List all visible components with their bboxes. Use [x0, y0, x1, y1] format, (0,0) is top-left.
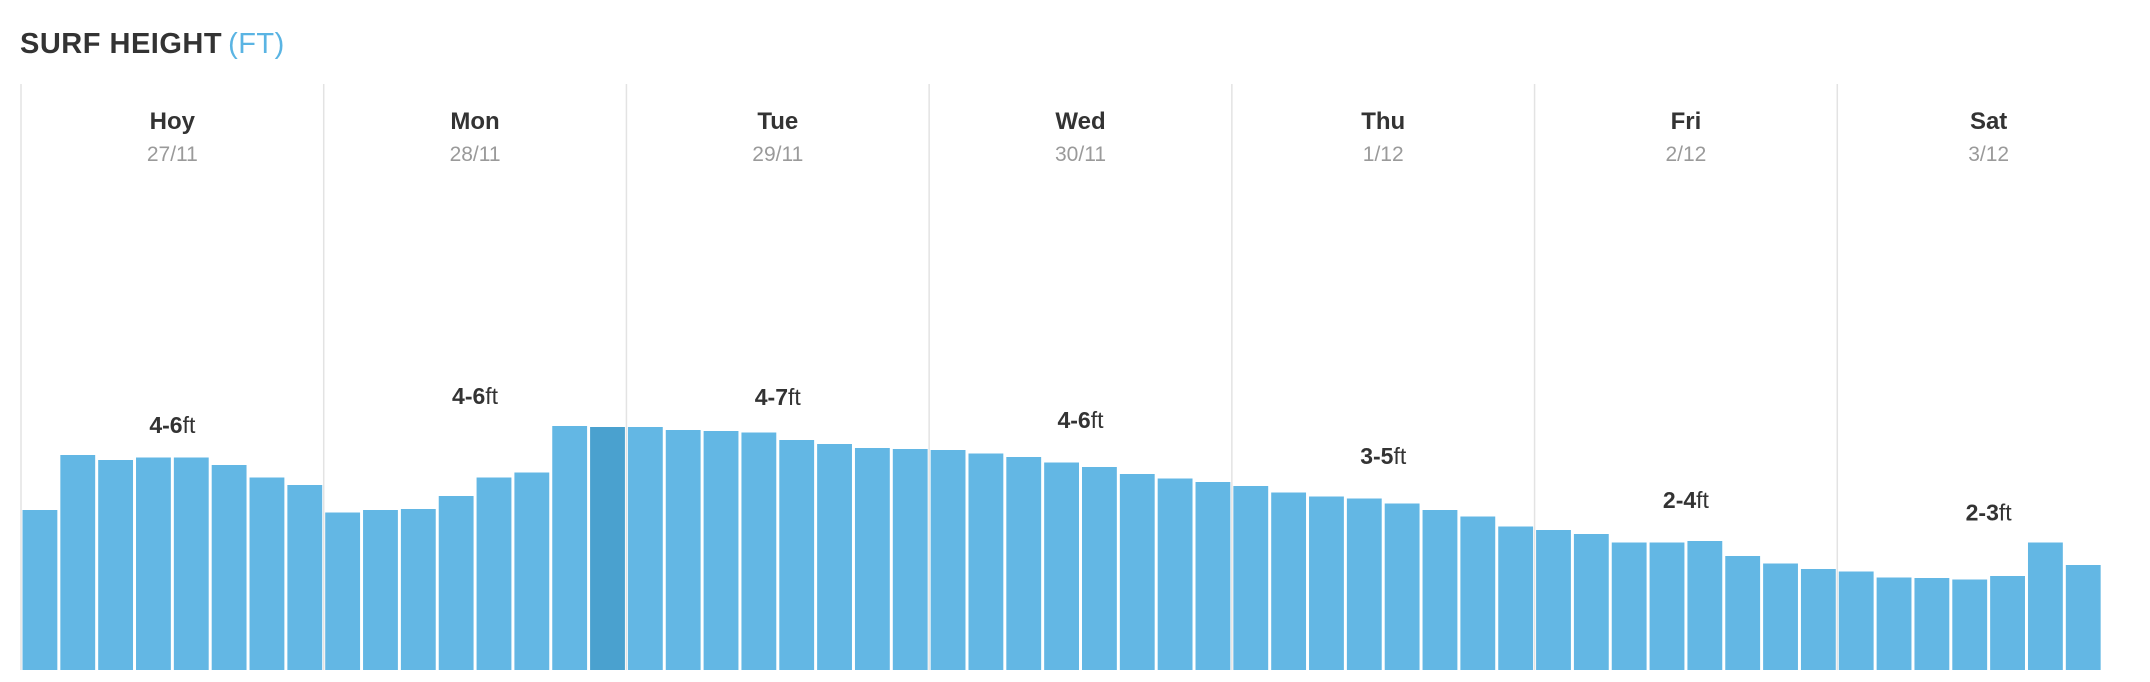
day-label: Thu — [1361, 108, 1405, 135]
surf-bar — [1119, 474, 1155, 670]
day-range-label: 3-5ft — [1360, 443, 1407, 469]
surf-bar — [1271, 492, 1307, 670]
day-range-unit: ft — [1091, 407, 1104, 433]
surf-bar — [968, 453, 1004, 670]
surf-bar — [1460, 516, 1496, 670]
surf-bar — [1006, 457, 1042, 670]
surf-bar — [1195, 482, 1231, 670]
chart-title: SURF HEIGHT — [20, 28, 223, 60]
surf-bar — [552, 426, 588, 670]
surf-bar — [1384, 503, 1420, 670]
date-label: 30/11 — [1055, 143, 1106, 166]
surf-bar — [136, 457, 171, 670]
date-label: 1/12 — [1363, 143, 1404, 166]
surf-bar — [741, 432, 777, 670]
day-range-value: 3-5 — [1360, 443, 1393, 469]
surf-bar — [438, 496, 474, 670]
surf-bar — [1536, 530, 1571, 670]
surf-bar — [779, 440, 815, 670]
day-label: Wed — [1055, 108, 1105, 135]
day-label: Mon — [450, 108, 499, 135]
surf-bar — [1309, 496, 1344, 670]
surf-bar — [22, 510, 58, 670]
surf-bar — [173, 457, 209, 670]
surf-bar — [400, 509, 436, 670]
surf-bar — [1725, 556, 1761, 670]
day-range-unit: ft — [788, 384, 801, 410]
day-range-label: 4-6ft — [1057, 407, 1104, 433]
surf-bar — [1914, 578, 1950, 670]
surf-bar — [363, 510, 398, 670]
surf-bar — [1952, 579, 1988, 670]
surf-bar — [817, 444, 852, 670]
surf-bar — [1082, 467, 1117, 670]
day-range-unit: ft — [485, 383, 498, 409]
date-label: 3/12 — [1968, 143, 2009, 166]
date-label: 2/12 — [1665, 143, 1706, 166]
surf-bar — [1498, 526, 1534, 670]
day-range-value: 2-3 — [1966, 500, 1999, 526]
surf-bar — [1687, 541, 1723, 670]
surf-bar — [2065, 565, 2101, 670]
date-label: 29/11 — [752, 143, 803, 166]
day-range-label: 4-6ft — [149, 412, 196, 438]
day-label: Hoy — [150, 108, 196, 135]
day-range-unit: ft — [1696, 487, 1709, 513]
day-range-label: 2-4ft — [1663, 487, 1710, 513]
surf-bar — [476, 477, 512, 670]
day-range-value: 4-7 — [755, 384, 788, 410]
date-label: 27/11 — [147, 143, 198, 166]
surf-bar — [1649, 542, 1685, 670]
chart-header: SURF HEIGHT (FT) — [20, 28, 285, 61]
surf-bar — [1763, 563, 1798, 670]
chart-unit: (FT) — [228, 28, 285, 60]
surf-bar — [60, 455, 96, 670]
day-label: Sat — [1970, 108, 2007, 135]
day-range-label: 4-6ft — [452, 383, 499, 409]
surf-bar — [892, 449, 928, 670]
date-label: 28/11 — [450, 143, 501, 166]
day-range-unit: ft — [1393, 443, 1406, 469]
surf-bar — [1876, 577, 1912, 670]
surf-bar — [930, 450, 966, 670]
surf-bar — [1157, 478, 1193, 670]
surf-bar — [1044, 462, 1079, 670]
surf-bar — [1990, 576, 2025, 670]
surf-bar — [98, 460, 134, 670]
current-hour-bar — [590, 427, 625, 670]
surf-bar — [854, 448, 890, 670]
surf-bar — [211, 465, 247, 670]
surf-bar — [703, 431, 739, 670]
day-range-label: 4-7ft — [755, 384, 802, 410]
surf-bar — [627, 427, 663, 670]
day-range-value: 2-4 — [1663, 487, 1696, 513]
day-range-unit: ft — [183, 412, 196, 438]
surf-bar — [287, 485, 323, 670]
surf-bar — [249, 477, 285, 670]
surf-bar — [1573, 534, 1609, 670]
surf-bar — [1800, 569, 1836, 670]
surf-bar — [1422, 510, 1458, 670]
day-range-value: 4-6 — [452, 383, 485, 409]
day-range-unit: ft — [1999, 500, 2012, 526]
surf-bar — [1346, 498, 1382, 670]
day-label: Tue — [757, 108, 798, 135]
day-label: Fri — [1671, 108, 1702, 135]
surf-bar — [1838, 571, 1874, 670]
day-range-label: 2-3ft — [1966, 500, 2013, 526]
day-range-value: 4-6 — [149, 412, 182, 438]
surf-bar — [514, 472, 550, 670]
surf-bar — [325, 512, 361, 670]
surf-bar — [665, 430, 701, 670]
surf-bar — [1233, 486, 1269, 670]
day-range-value: 4-6 — [1057, 407, 1090, 433]
surf-bar — [1611, 542, 1647, 670]
surf-bar — [2027, 542, 2063, 670]
